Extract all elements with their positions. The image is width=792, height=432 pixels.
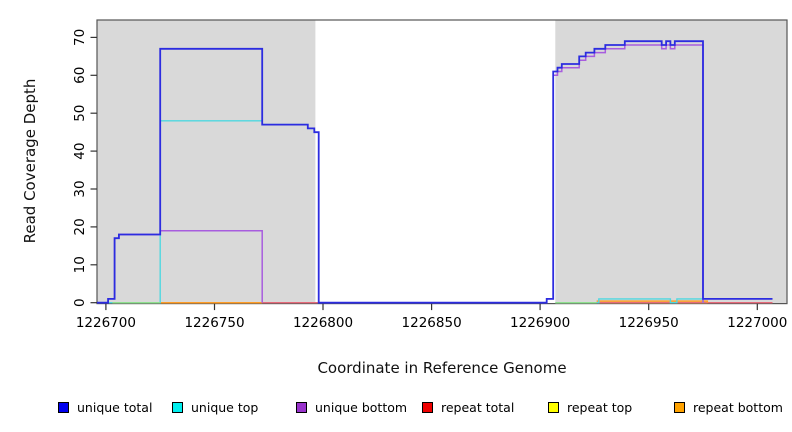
left-gray-region bbox=[97, 20, 316, 304]
legend-label-unique-top: unique top bbox=[191, 399, 259, 415]
y-tick-label: 50 bbox=[72, 105, 88, 122]
legend-item-unique-top: unique top bbox=[172, 398, 258, 416]
legend-label-repeat-top: repeat top bbox=[567, 399, 633, 415]
y-tick-label: 30 bbox=[72, 180, 88, 197]
legend-label-repeat-bottom: repeat bottom bbox=[693, 399, 783, 415]
x-tick-label: 1226850 bbox=[402, 315, 462, 331]
legend-label-unique-total: unique total bbox=[77, 399, 153, 415]
x-tick-label: 1226700 bbox=[76, 315, 136, 331]
series-line-unique-top bbox=[596, 298, 704, 304]
legend-swatch-repeat-total bbox=[422, 401, 433, 413]
y-axis-ticks: 0 10 20 30 40 50 60 70 bbox=[72, 29, 97, 307]
x-tick-label: 1226900 bbox=[510, 315, 570, 331]
x-tick-label: 1226800 bbox=[293, 315, 353, 331]
y-tick-label: 0 bbox=[72, 298, 88, 307]
y-tick-label: 70 bbox=[72, 29, 88, 46]
y-tick-label: 40 bbox=[72, 143, 88, 160]
y-tick-label: 10 bbox=[72, 256, 88, 273]
right-gray-region bbox=[555, 20, 787, 304]
legend-swatch-unique-top bbox=[172, 401, 183, 413]
y-axis-title: Read Coverage Depth bbox=[21, 78, 39, 244]
series-line-unique-total bbox=[97, 40, 773, 304]
x-tick-label: 1226750 bbox=[184, 315, 244, 331]
coverage-plot-canvas: 1226700 1226750 1226800 1226850 1226900 12269… bbox=[72, 19, 788, 331]
series-lines bbox=[97, 40, 773, 304]
legend-swatch-unique-bottom bbox=[296, 401, 307, 413]
series-line-unique-bottom bbox=[546, 44, 704, 303]
x-tick-label: 1226950 bbox=[619, 315, 679, 331]
legend: unique total unique top unique bottom repea… bbox=[0, 398, 792, 420]
legend-swatch-unique-total bbox=[58, 401, 69, 413]
y-tick-label: 60 bbox=[72, 67, 88, 84]
x-axis-ticks: 1226700 1226750 1226800 1226850 1226900 12269… bbox=[76, 303, 787, 331]
legend-item-unique-bottom: unique bottom bbox=[296, 398, 407, 416]
legend-item-unique-total: unique total bbox=[58, 398, 152, 416]
legend-item-repeat-bottom: repeat bottom bbox=[674, 398, 783, 416]
y-tick-label: 20 bbox=[72, 218, 88, 235]
legend-item-repeat-top: repeat top bbox=[548, 398, 632, 416]
legend-label-unique-bottom: unique bottom bbox=[315, 399, 408, 415]
legend-swatch-repeat-top bbox=[548, 401, 559, 413]
legend-label-repeat-total: repeat total bbox=[441, 399, 515, 415]
x-axis-title: Coordinate in Reference Genome bbox=[317, 359, 567, 377]
x-tick-label: 1227000 bbox=[727, 315, 787, 331]
shaded-regions bbox=[97, 20, 787, 304]
legend-item-repeat-total: repeat total bbox=[422, 398, 514, 416]
series-line-repeat-bottom bbox=[596, 300, 709, 303]
legend-swatch-repeat-bottom bbox=[674, 401, 685, 413]
